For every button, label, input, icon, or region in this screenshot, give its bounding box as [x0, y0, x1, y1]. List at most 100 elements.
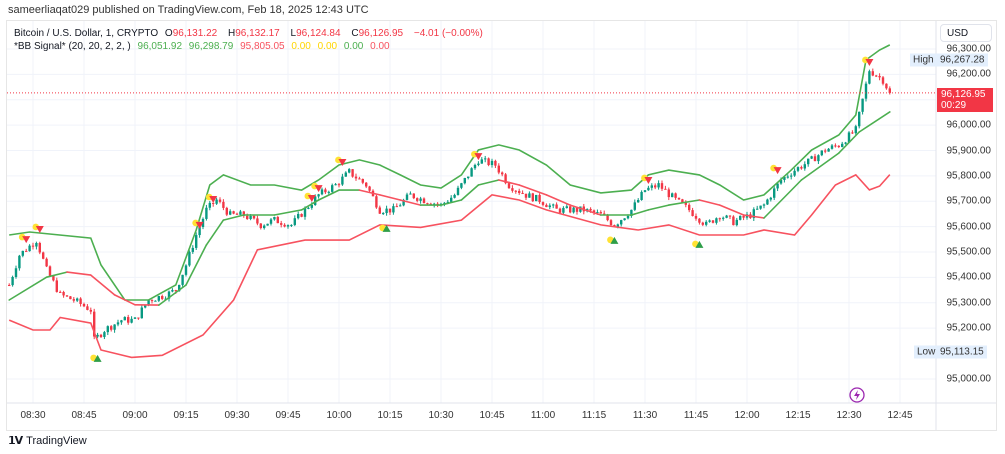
signal-value-3: 0.00 [343, 41, 364, 52]
candle-down [358, 178, 361, 180]
candle-down [436, 203, 439, 205]
candle-down [82, 303, 86, 307]
candle-up [229, 211, 232, 215]
candle-up [113, 324, 116, 330]
price-tick-label: 95,600.00 [946, 221, 992, 233]
bb-upper-band [9, 44, 891, 301]
candle-down [232, 211, 235, 214]
candle-down [59, 291, 62, 293]
candle-up [490, 160, 494, 166]
candle-up [620, 220, 623, 225]
candle-down [569, 206, 572, 213]
time-tick-label: 09:45 [275, 410, 301, 421]
price-tick-label: 95,200.00 [946, 322, 992, 334]
sell-signal-triangle-icon [865, 58, 874, 66]
signal-value-2: 0.00 [317, 41, 338, 52]
low-tag-value: 95,113.15 [937, 345, 987, 359]
candle-up [181, 274, 184, 285]
candle-down [555, 204, 558, 209]
candle-up [861, 98, 864, 112]
candle-down [592, 210, 596, 213]
bb-middle-band-segment [838, 131, 860, 154]
candle-up [331, 185, 334, 192]
candle-up [735, 219, 738, 226]
candle-up [286, 225, 290, 227]
candle-down [813, 156, 817, 162]
price-tick-label: 96,000.00 [946, 119, 992, 131]
candle-up [28, 245, 31, 252]
candle-down [575, 207, 579, 212]
candle-up [623, 218, 626, 221]
candle-up [817, 155, 820, 162]
candle-up [382, 213, 385, 215]
candle-up [171, 290, 174, 292]
candle-up [334, 184, 337, 186]
candle-up [739, 215, 742, 220]
candle-up [392, 206, 395, 213]
candle-up [572, 207, 575, 213]
candle-down [324, 189, 327, 193]
low-value: 96,124.84 [296, 28, 341, 39]
candle-down [851, 132, 854, 134]
candle-down [654, 185, 657, 188]
candle-down [694, 215, 698, 219]
chart-legend: Bitcoin / U.S. Dollar, 1, CRYPTO O96,131… [14, 27, 487, 53]
bb-middle-band-segment [158, 284, 187, 306]
candle-up [776, 183, 779, 189]
candle-up [446, 201, 449, 203]
buy-signal-triangle-icon [695, 240, 704, 248]
bb-middle-band-segment [399, 199, 422, 206]
time-tick-label: 10:45 [479, 410, 505, 421]
candle-down [69, 296, 72, 300]
candle-up [643, 190, 647, 192]
candle-down [837, 145, 840, 147]
candle-down [361, 178, 364, 183]
candle-down [718, 218, 721, 220]
candle-down [388, 208, 392, 213]
bb-middle-band-segment [358, 189, 381, 196]
candle-up [779, 179, 783, 184]
bb-middle-band-segment [66, 271, 92, 276]
candle-up [317, 194, 320, 197]
candle-down [501, 172, 504, 175]
candle-up [456, 187, 460, 195]
bb-middle-band-segment [90, 274, 116, 296]
high-value: 96,132.17 [235, 28, 280, 39]
time-tick-label: 08:30 [20, 410, 46, 421]
bb-middle-band-segment [498, 179, 520, 186]
candle-up [201, 218, 205, 227]
candle-down [65, 295, 69, 297]
change-value: −4.01 (−0.00%) [413, 28, 483, 39]
candle-down [48, 266, 52, 276]
candle-down [31, 245, 35, 247]
candle-up [208, 202, 211, 208]
bb-middle-band-segment [763, 179, 803, 219]
candle-down [86, 306, 89, 310]
candle-up [793, 170, 796, 176]
candle-up [249, 215, 252, 219]
footer: 𝟭𝗩 TradingView [8, 434, 87, 448]
candle-up [303, 208, 307, 217]
candle-up [327, 191, 330, 193]
bb-lower-band [8, 173, 891, 359]
lightning-logo-icon [849, 387, 865, 403]
candle-up [633, 202, 636, 210]
candle-up [671, 193, 674, 198]
candle-up [14, 268, 18, 278]
symbol-name[interactable]: Bitcoin / U.S. Dollar, 1, CRYPTO [14, 28, 159, 39]
time-tick-label: 10:00 [326, 410, 352, 421]
indicator-name[interactable]: *BB Signal* (20, 20, 2, 2, ) [14, 41, 131, 52]
candle-down [599, 212, 602, 214]
sell-signal-triangle-icon [307, 194, 316, 202]
candle-up [477, 163, 480, 165]
publisher-line: sameerliaqat029 published on TradingView… [8, 4, 369, 16]
bb-upper-value: 96,298.79 [188, 41, 234, 52]
candle-up [307, 207, 310, 209]
candle-down [161, 296, 164, 299]
currency-button[interactable]: USD [940, 24, 992, 42]
candle-up [215, 199, 218, 204]
candle-down [110, 326, 113, 330]
candle-down [42, 252, 45, 259]
candle-up [297, 214, 300, 219]
